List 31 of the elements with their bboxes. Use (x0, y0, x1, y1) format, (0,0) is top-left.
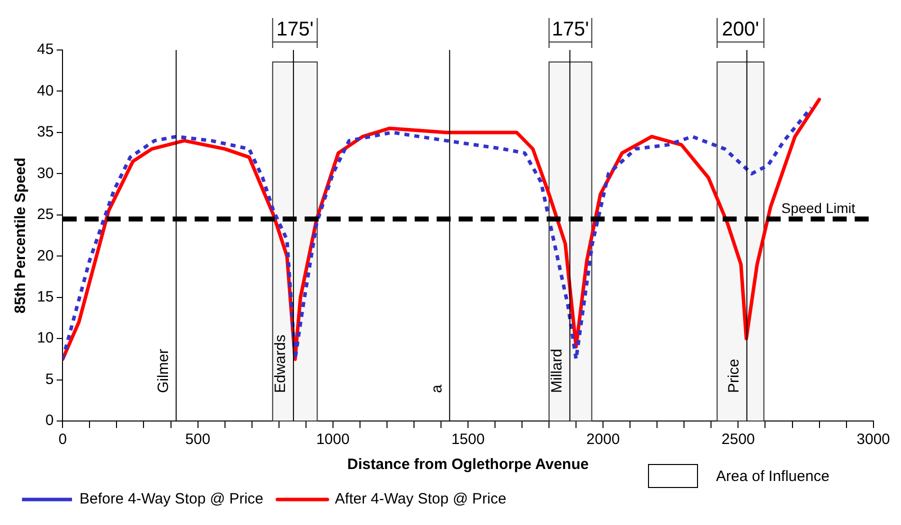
band-label: 175' (552, 18, 590, 41)
y-tick-label: 30 (36, 164, 54, 182)
legend-label: After 4-Way Stop @ Price (334, 490, 506, 508)
x-tick-label: 1000 (316, 431, 350, 448)
x-tick-label: 2500 (722, 431, 755, 448)
y-tick-label: 20 (36, 247, 54, 264)
y-tick-label: 40 (36, 82, 54, 100)
y-tick-label: 35 (36, 124, 54, 141)
x-tick-label: 1500 (451, 431, 485, 448)
x-axis-title: Distance from Oglethorpe Avenue (347, 456, 589, 474)
ref-line-label: Price (726, 358, 742, 393)
x-tick-label: 0 (58, 431, 67, 448)
ref-line-label: Millard (548, 348, 566, 393)
y-tick-label: 5 (45, 370, 54, 388)
x-tick-label: 3000 (856, 431, 890, 448)
y-tick-label: 10 (36, 330, 54, 347)
band-label: 175' (276, 18, 314, 41)
y-tick-label: 0 (45, 412, 54, 430)
x-tick-label: 500 (185, 431, 210, 448)
y-tick-label: 15 (36, 288, 54, 306)
y-tick-label: 45 (36, 41, 54, 58)
y-axis-title: 85th Percentile Speed (12, 158, 30, 314)
text: Area of Influence (716, 468, 830, 484)
ref-line-label: Speed Limit (781, 200, 856, 216)
y-tick-label: 25 (36, 206, 54, 224)
legend-label: Before 4-Way Stop @ Price (80, 490, 264, 508)
ref-line-label: a (428, 384, 446, 393)
band-label: 200' (722, 18, 760, 41)
ref-line-label: Gilmer (154, 348, 172, 393)
ref-line-label: Edwards (272, 334, 290, 393)
x-tick-label: 2000 (586, 431, 620, 448)
